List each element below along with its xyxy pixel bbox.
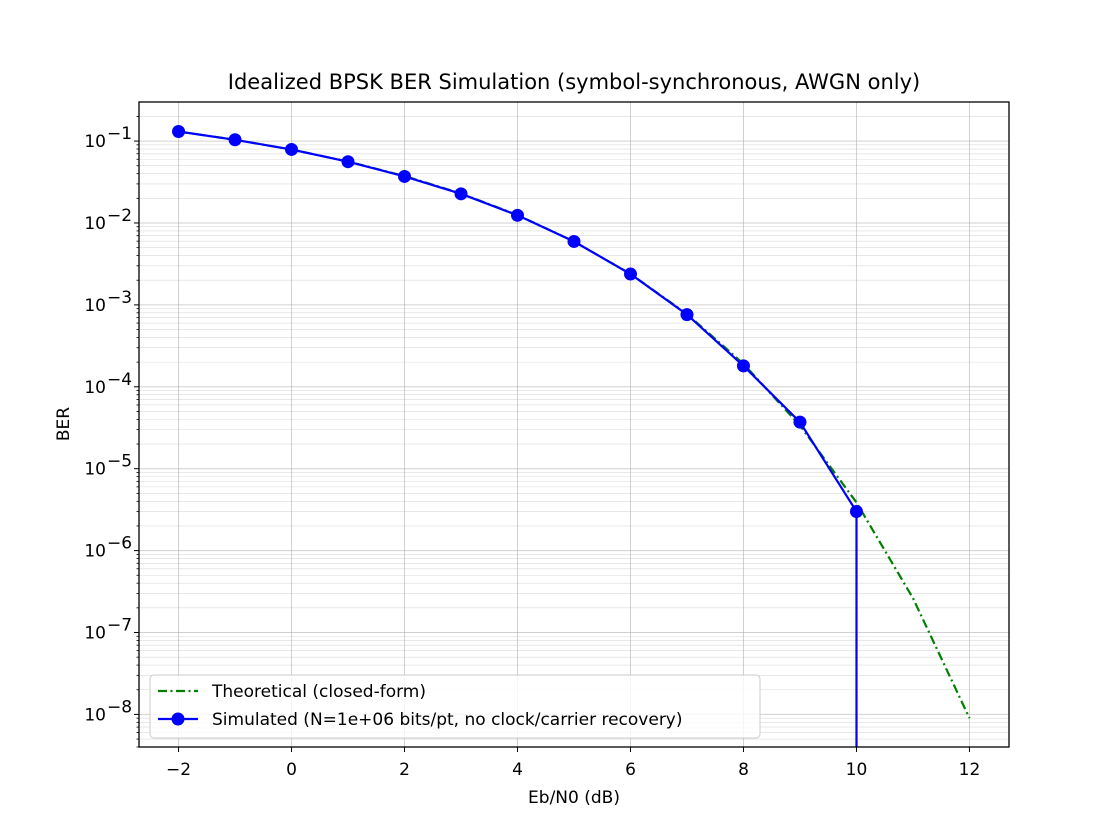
y-tick-exponent: −3: [107, 288, 132, 308]
y-tick-exponent: −7: [107, 616, 132, 636]
simulated-point: [511, 208, 525, 222]
simulated-point: [341, 155, 355, 169]
x-tick-label: 10: [846, 760, 868, 780]
x-tick-label: −2: [166, 760, 191, 780]
x-tick-label: 4: [512, 760, 523, 780]
legend-box: [149, 674, 761, 739]
y-tick-label: 10: [84, 624, 106, 644]
simulated-point: [172, 124, 186, 138]
x-tick-label: 12: [959, 760, 981, 780]
legend-simulated-marker: [171, 712, 185, 726]
axis-ticks: 10−110−210−310−410−510−610−710 −8−2 0 2 4 6 8 1…: [84, 116, 980, 780]
plot-frame: [138, 101, 1010, 748]
y-axis-label: BER: [54, 407, 74, 441]
y-tick-label: 10: [84, 214, 106, 234]
y-tick-exponent: −4: [107, 370, 132, 390]
y-tick-exponent: −6: [107, 534, 132, 554]
simulated-point: [736, 359, 750, 373]
y-tick-exponent: −2: [107, 206, 132, 226]
plot-series: [172, 124, 971, 747]
y-tick-label: 10: [84, 132, 106, 152]
x-tick-label: 0: [286, 760, 297, 780]
x-tick-label: 2: [399, 760, 410, 780]
y-tick-label: 10: [84, 296, 106, 316]
legend-theoretical-label: Theoretical (closed-form): [211, 682, 426, 702]
simulated-point: [623, 267, 637, 281]
y-tick-label: 10: [84, 542, 106, 562]
x-tick-label: 8: [738, 760, 749, 780]
simulated-point: [285, 142, 299, 156]
y-tick-exponent: −5: [107, 452, 132, 472]
simulated-point: [228, 133, 242, 147]
simulated-point: [680, 308, 694, 322]
x-tick-label: 6: [625, 760, 636, 780]
chart-title: Idealized BPSK BER Simulation (symbol-sy…: [228, 70, 920, 94]
simulated-point: [398, 169, 412, 183]
y-tick-label: 10: [84, 705, 106, 725]
simulated-point: [567, 234, 581, 248]
legend-simulated-label: Simulated (N=1e+06 bits/pt, no clock/car…: [212, 710, 683, 730]
y-tick-label: 10: [84, 460, 106, 480]
y-tick-label: 10: [84, 378, 106, 398]
simulated-point: [849, 505, 863, 519]
simulated-point: [454, 187, 468, 201]
y-tick-exponent: −8: [107, 697, 132, 717]
x-axis-label: Eb/N0 (dB): [528, 788, 620, 808]
simulated-point: [793, 415, 807, 429]
y-tick-exponent: −1: [107, 124, 132, 144]
simulated-line: [178, 130, 858, 747]
legend: Theoretical (closed-form) Simulated (N=1…: [149, 674, 761, 739]
